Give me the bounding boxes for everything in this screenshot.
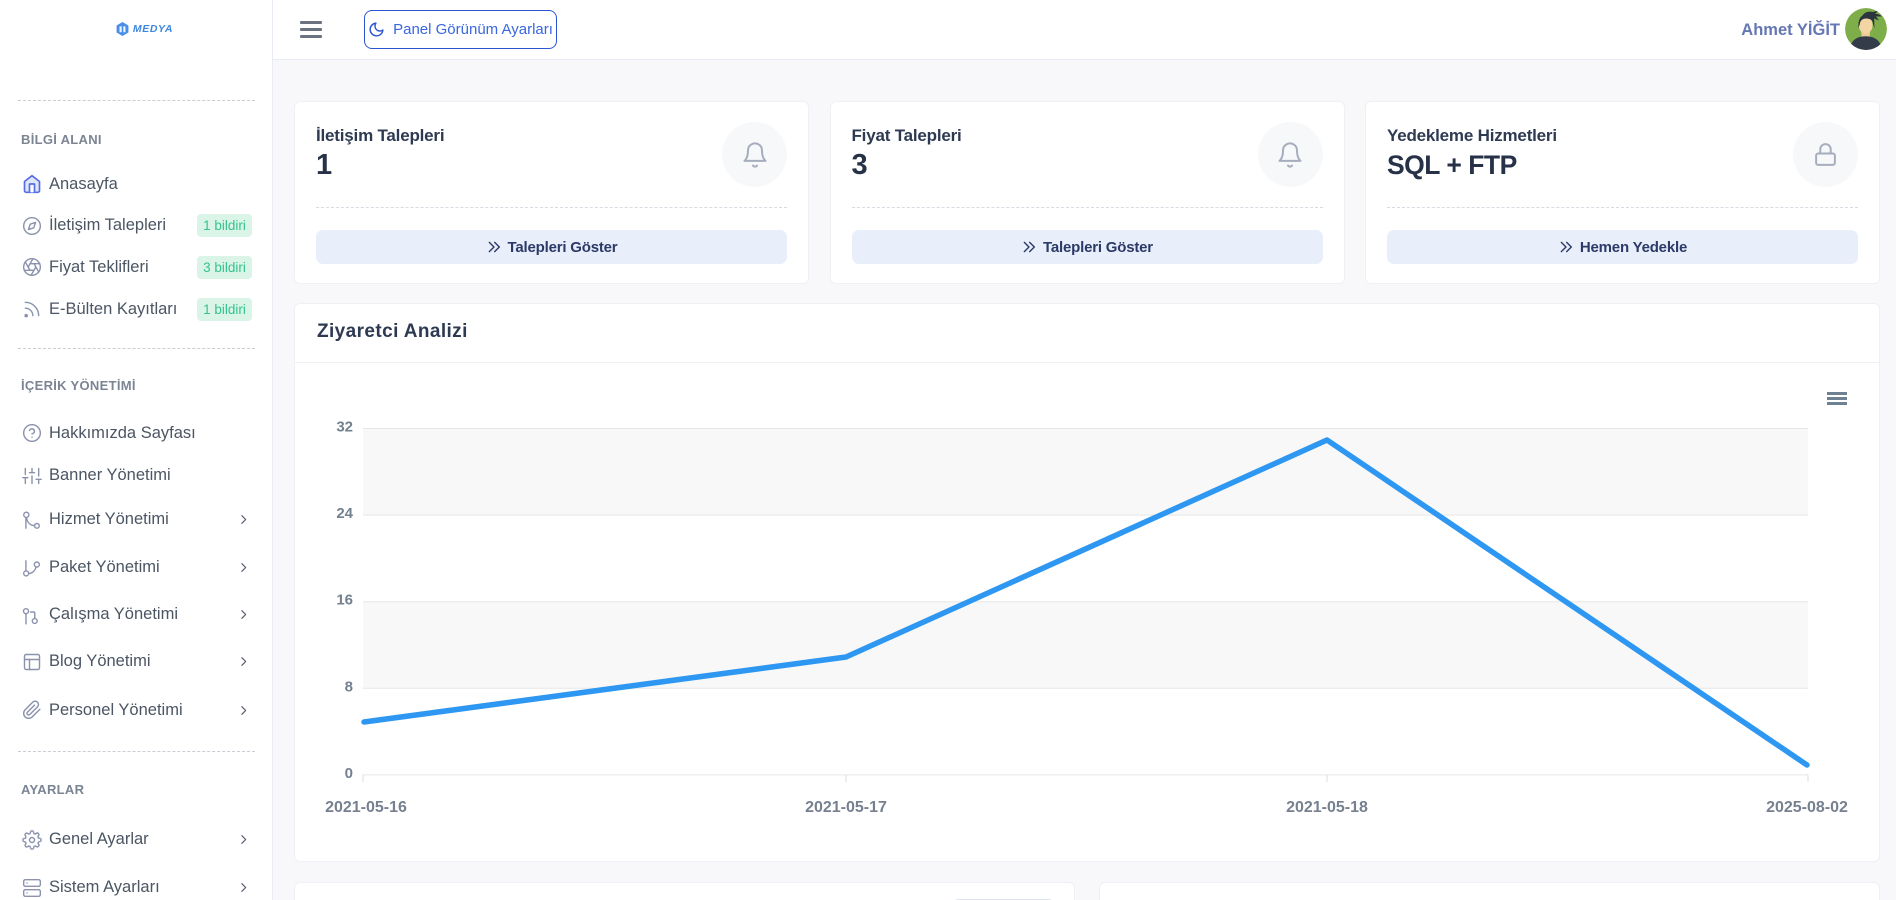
svg-text:0: 0 — [345, 765, 353, 782]
svg-text:24: 24 — [336, 505, 353, 522]
svg-text:2021-05-17: 2021-05-17 — [805, 799, 887, 816]
svg-text:2025-08-02: 2025-08-02 — [1766, 799, 1848, 816]
svg-text:8: 8 — [345, 678, 353, 695]
svg-text:2021-05-16: 2021-05-16 — [325, 799, 407, 816]
svg-text:32: 32 — [336, 419, 353, 436]
svg-text:2021-05-18: 2021-05-18 — [1286, 799, 1368, 816]
svg-text:16: 16 — [336, 592, 353, 609]
